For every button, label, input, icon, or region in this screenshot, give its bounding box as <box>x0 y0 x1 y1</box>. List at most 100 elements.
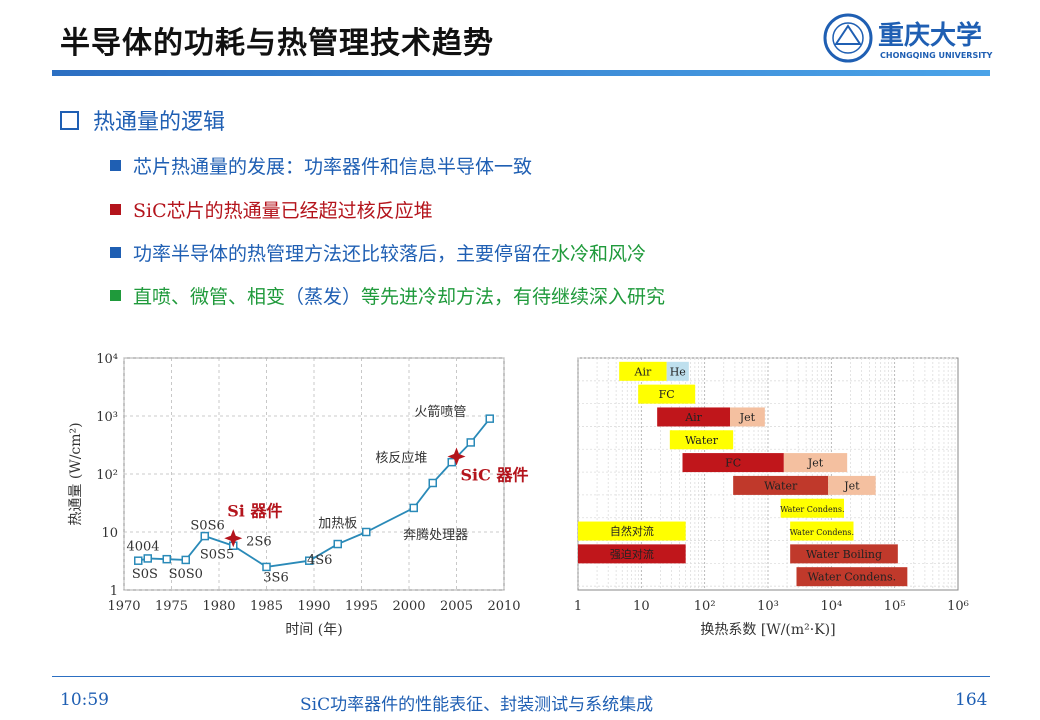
x-tick-label: 1985 <box>250 599 283 614</box>
annotation-label: 3S6 <box>263 571 288 586</box>
y-tick-label: 1 <box>110 584 118 599</box>
range-bar-label: 自然对流 <box>610 524 654 538</box>
range-bar-label: FC <box>659 388 675 401</box>
footer-time: 10:59 <box>60 690 109 710</box>
square-bullet-icon <box>110 247 121 258</box>
range-bar <box>669 430 734 450</box>
range-bar-label: Water <box>685 434 719 447</box>
star-marker-icon <box>224 529 243 548</box>
bullet-item: SiC芯片的热通量已经超过核反应堆 <box>110 196 433 223</box>
range-bar <box>796 567 908 587</box>
data-point <box>181 555 190 565</box>
bullet-item: 功率半导体的热管理方法还比较落后，主要停留在水冷和风冷 <box>110 239 646 266</box>
square-bullet-icon <box>110 290 121 301</box>
range-bar-label: Air <box>634 365 652 378</box>
logo-name: 重庆大学 <box>878 20 982 51</box>
range-bar-label: Jet <box>739 411 756 424</box>
heat-transfer-coefficient-chart: Air He FC Air Jet Water FC Jet Water Jet Water Con… <box>574 357 969 638</box>
x-tick-label: 10⁴ <box>820 599 842 614</box>
data-point <box>134 556 143 565</box>
data-point <box>162 554 171 564</box>
square-bullet-icon <box>110 160 121 171</box>
range-bar <box>578 544 686 564</box>
data-point <box>409 503 418 513</box>
x-tick-label: 2005 <box>440 599 473 614</box>
data-point <box>485 414 494 423</box>
range-bar-label: Jet <box>843 479 860 492</box>
range-bar <box>619 361 667 381</box>
x-tick-label: 10⁵ <box>884 599 906 614</box>
footer-divider <box>52 676 990 677</box>
range-bar-label: Water <box>764 479 798 492</box>
range-bar-label: Water Boiling <box>806 548 882 561</box>
data-point <box>466 438 475 447</box>
range-bar-label: Water Condens. <box>780 505 844 514</box>
range-bar <box>790 544 898 564</box>
x-tick-label: 10⁶ <box>947 599 969 614</box>
range-bar <box>657 407 730 427</box>
annotation-label: 奔腾处理器 <box>403 527 468 543</box>
x-tick-label: 2010 <box>487 599 520 614</box>
annotation-label: 核反应堆 <box>375 450 427 466</box>
x-axis-label: 换热系数 [W/(m²·K)] <box>700 621 835 638</box>
x-tick-label: 1980 <box>202 599 235 614</box>
range-bar <box>730 407 765 427</box>
x-tick-label: 1995 <box>345 599 378 614</box>
bullet-text: SiC芯片的热通量已经超过核反应堆 <box>133 200 433 222</box>
annotation-label: 火箭喷管 <box>414 404 466 420</box>
annotation-label: 加热板 <box>318 516 357 531</box>
marker-label: SiC 器件 <box>461 466 529 485</box>
logo-subtitle: CHONGQING UNIVERSITY <box>880 51 993 60</box>
x-axis-label: 时间 (年) <box>285 622 342 638</box>
bullet-parenthetical: （蒸发） <box>285 286 362 308</box>
range-bar-label: 强迫对流 <box>610 547 654 561</box>
bullet-text: 芯片热通量的发展：功率器件和信息半导体一致 <box>133 156 533 178</box>
data-point <box>262 562 271 572</box>
x-tick-label: 1 <box>574 599 582 614</box>
y-tick-label: 10³ <box>96 410 118 425</box>
data-point <box>200 531 209 541</box>
bullet-text-tail: 等先进冷却方法，有待继续深入研究 <box>361 286 666 308</box>
checkbox-bullet-icon <box>60 111 79 130</box>
header-divider <box>52 70 990 76</box>
section-heading-text: 热通量的逻辑 <box>93 110 226 135</box>
annotation-label: S0S <box>132 567 158 582</box>
annotation-label: S0S5 <box>200 547 234 562</box>
range-bar <box>780 498 844 518</box>
range-bar <box>733 475 829 495</box>
range-bar <box>828 475 876 495</box>
y-tick-label: 10 <box>101 526 118 541</box>
range-bar <box>682 453 784 473</box>
data-point <box>428 478 437 488</box>
data-point <box>362 527 371 537</box>
range-bar-label: FC <box>725 457 741 470</box>
range-bar-label: He <box>670 365 686 378</box>
bullet-text: 功率半导体的热管理方法还比较落后，主要停留在 <box>133 243 552 265</box>
range-bar <box>790 521 854 541</box>
range-bar-label: Air <box>684 411 702 424</box>
range-bar <box>578 521 686 541</box>
footer-title: SiC功率器件的性能表征、封装测试与系统集成 <box>300 695 654 715</box>
data-point <box>143 554 152 563</box>
y-tick-label: 10² <box>96 468 118 483</box>
range-bar-label: Water Condens. <box>808 571 897 584</box>
marker-label: Si 器件 <box>227 501 282 520</box>
x-tick-label: 1970 <box>107 599 140 614</box>
range-bar <box>666 361 689 381</box>
y-axis-label: 热通量 (W/cm²) <box>68 422 84 525</box>
star-marker-icon <box>447 447 466 466</box>
y-tick-label: 10⁴ <box>96 352 118 367</box>
x-tick-label: 1990 <box>297 599 330 614</box>
bullet-text: 直喷、微管、相变 <box>133 286 286 308</box>
annotation-label: 4S6 <box>307 553 332 568</box>
bullet-item: 直喷、微管、相变（蒸发）等先进冷却方法，有待继续深入研究 <box>110 282 665 309</box>
range-bar-label: Jet <box>807 457 824 470</box>
bullet-highlight: 水冷和风冷 <box>551 243 647 265</box>
section-heading: 热通量的逻辑 <box>60 104 225 136</box>
university-logo: 重庆大学 CHONGQING UNIVERSITY <box>823 13 993 63</box>
page-number: 164 <box>955 690 988 710</box>
x-tick-label: 2000 <box>392 599 425 614</box>
annotation-label: 4004 <box>126 539 159 554</box>
range-bar <box>638 384 696 404</box>
x-tick-label: 10³ <box>757 599 779 614</box>
